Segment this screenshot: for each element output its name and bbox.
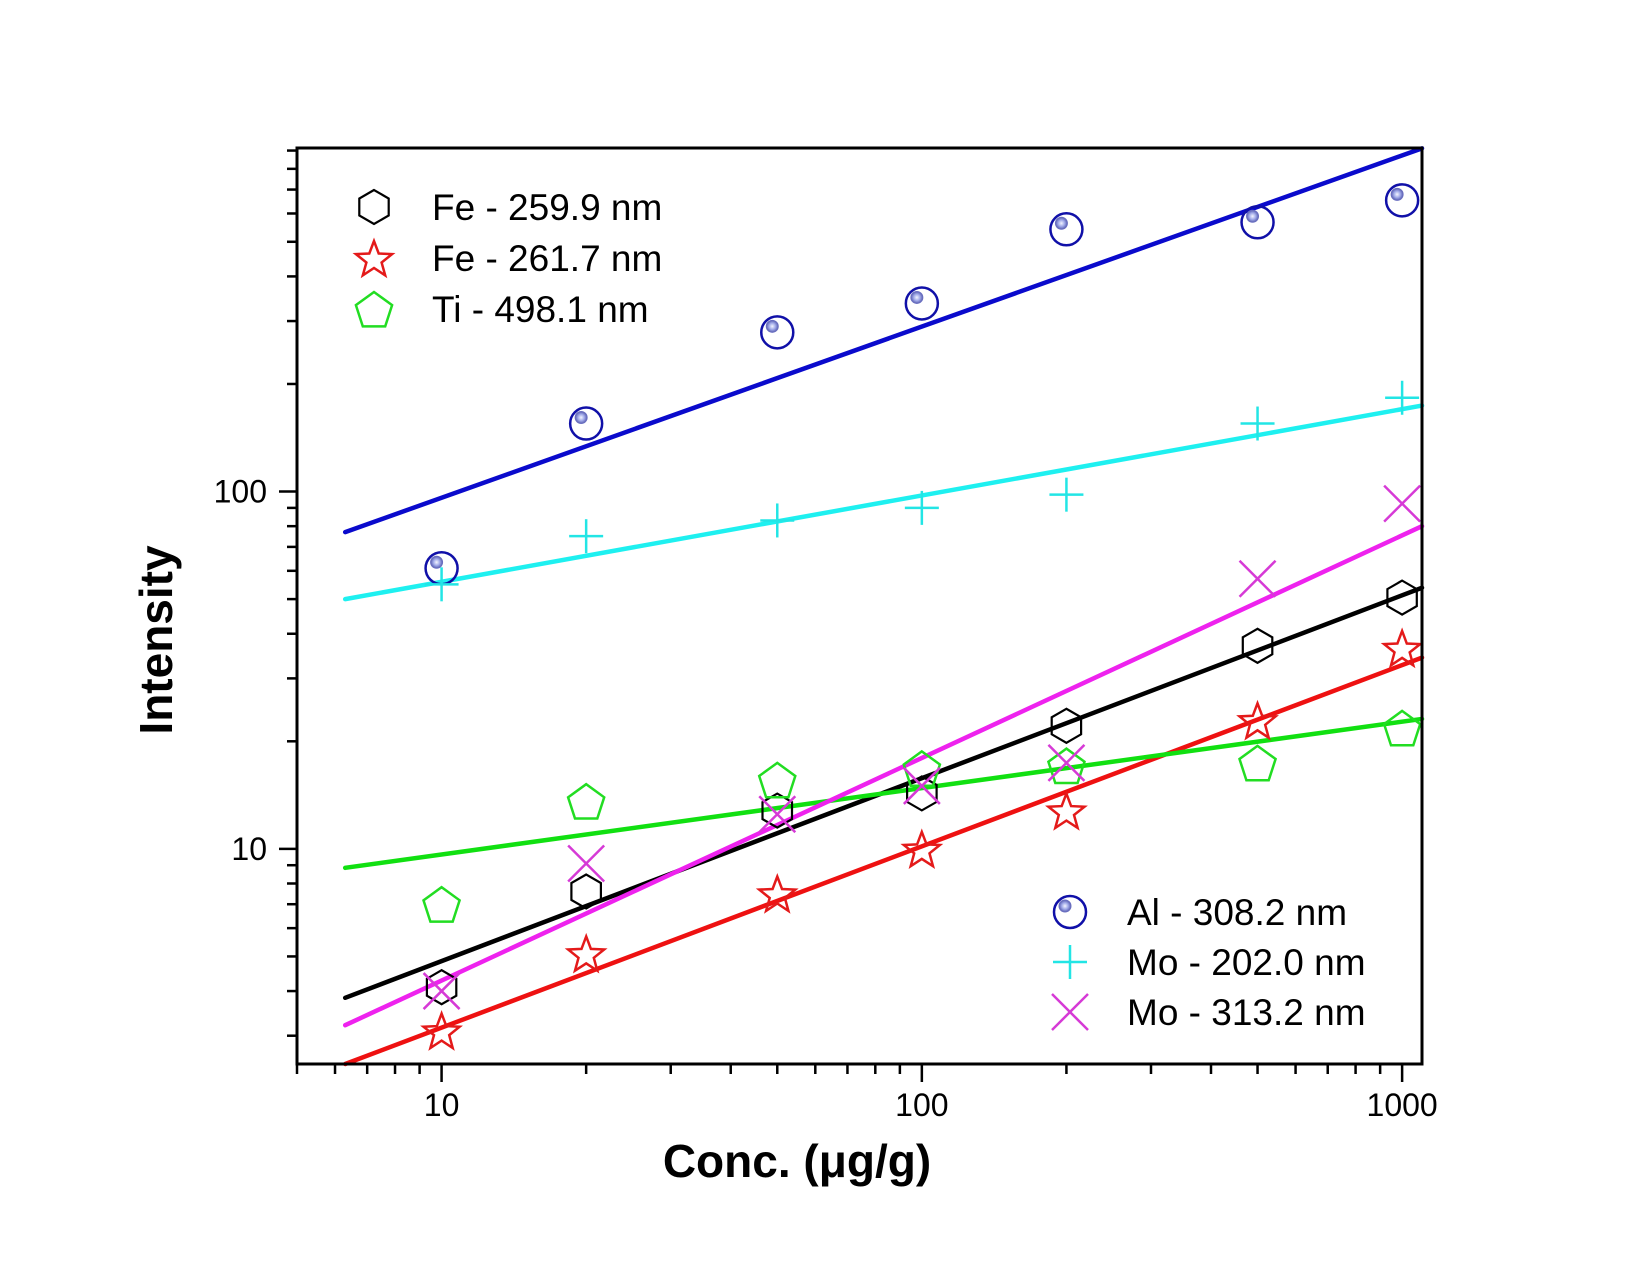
data-point-fe259 [905,775,938,812]
data-point-fe259 [570,873,603,910]
x-axis-title: Conc. (μg/g) [663,1135,931,1187]
data-point-al308 [1049,212,1084,247]
series-mo202 [424,380,1420,602]
x-tick-label: 100 [895,1087,948,1123]
data-point-fe259 [1241,627,1274,665]
data-point-al308 [1384,183,1420,218]
data-point-fe261 [564,932,608,974]
data-point-ti498 [1382,709,1422,747]
legend-bottom-right: Al - 308.2 nm Mo - 202.0 nm Mo - 313.2 nm [1051,892,1366,1033]
data-point-mo202 [1240,406,1275,441]
data-point-fe261 [1236,699,1279,741]
x-axis-ticks: 10 100 1000 [295,1064,1438,1123]
legend-marker-fe259 [358,188,390,226]
legend-item-mo313: Mo - 313.2 nm [1051,992,1366,1033]
y-tick-label: 100 [214,474,267,510]
series-fe259 [425,579,1418,1006]
data-point-al308 [904,286,940,321]
data-point-mo313 [902,767,941,805]
legend-label-fe259: Fe - 259.9 nm [432,187,662,228]
data-point-mo313 [567,844,606,883]
data-point-fe261 [900,828,944,870]
data-point-fe259 [761,792,794,829]
data-point-ti498 [1046,747,1086,785]
data-point-fe261 [1380,627,1424,669]
data-point-fe261 [755,872,799,914]
data-point-ti498 [422,885,462,923]
data-markers [420,183,1424,1051]
data-point-mo202 [424,567,459,602]
data-point-ti498 [566,782,606,820]
data-point-mo313 [1047,744,1086,782]
fit-line-ti498 [342,716,1425,871]
legend-item-ti498: Ti - 498.1 nm [354,289,649,330]
legend-top-left: Fe - 259.9 nm Fe - 261.7 nm Ti - 498.1 nm [352,187,662,330]
data-point-mo313 [1383,484,1422,523]
series-al308 [424,183,1420,586]
legend-item-fe261: Fe - 261.7 nm [352,237,662,279]
fit-lines [342,146,1425,1067]
data-point-fe259 [1386,579,1418,616]
legend-marker-al308 [1052,894,1088,930]
y-axis-title: Intensity [130,545,182,735]
series-mo313 [422,484,1422,1010]
legend-item-mo202: Mo - 202.0 nm [1053,942,1366,983]
legend-label-mo202: Mo - 202.0 nm [1127,942,1366,983]
data-point-fe261 [1045,790,1088,831]
data-point-mo202 [760,503,795,538]
data-point-mo202 [569,519,604,554]
legend-label-mo313: Mo - 313.2 nm [1127,992,1366,1033]
data-point-al308 [1240,205,1275,240]
legend-item-al308: Al - 308.2 nm [1052,892,1347,933]
data-point-mo202 [1385,380,1420,415]
legend-marker-fe261 [352,237,396,279]
series-fe261 [420,627,1424,1051]
data-point-ti498 [1238,744,1278,782]
legend-label-fe261: Fe - 261.7 nm [432,238,662,279]
data-point-fe259 [425,968,458,1006]
data-point-mo313 [758,795,797,834]
y-tick-label: 10 [231,831,267,867]
data-point-fe261 [420,1010,463,1051]
data-point-ti498 [757,761,797,799]
legend-item-fe259: Fe - 259.9 nm [358,187,662,228]
x-tick-label: 1000 [1367,1087,1438,1123]
fit-line-mo313 [342,523,1425,1028]
legend-marker-mo202 [1053,945,1087,979]
data-point-al308 [760,315,795,350]
y-axis-ticks: 10 100 [214,149,297,1037]
x-tick-label: 10 [424,1087,460,1123]
series-ti498 [422,709,1422,923]
data-point-al308 [568,406,604,441]
data-point-mo202 [1049,477,1084,512]
fit-line-mo202 [342,403,1425,602]
data-point-mo202 [904,490,939,525]
plot-frame [295,146,1424,1066]
fit-line-al308 [342,146,1425,535]
legend-label-ti498: Ti - 498.1 nm [432,289,649,330]
legend-label-al308: Al - 308.2 nm [1127,892,1347,933]
fit-line-fe261 [342,655,1425,1067]
data-point-fe259 [1050,707,1083,745]
axes: 10 100 1000 10 100 [214,146,1438,1123]
legend-marker-mo313 [1051,993,1089,1031]
legend-marker-ti498 [354,290,394,328]
data-point-mo313 [422,972,461,1010]
data-point-mo313 [1238,559,1277,598]
